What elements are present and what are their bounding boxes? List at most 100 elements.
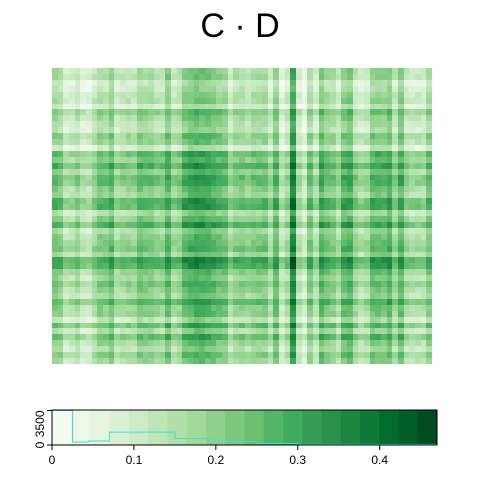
heatmap-cell — [211, 80, 216, 86]
heatmap-cell — [251, 328, 256, 334]
heatmap-cell — [324, 204, 330, 210]
heatmap-cell — [160, 92, 165, 98]
heatmap-cell — [296, 346, 302, 352]
heatmap-cell — [273, 80, 279, 86]
heatmap-cell — [80, 169, 86, 175]
heatmap-cell — [63, 145, 69, 151]
heatmap-cell — [222, 311, 228, 317]
heatmap-cell — [353, 287, 358, 293]
heatmap-cell — [97, 121, 103, 127]
heatmap-cell — [211, 92, 216, 98]
heatmap-cell — [171, 151, 177, 157]
heatmap-cell — [69, 323, 75, 328]
heatmap-cell — [222, 252, 228, 257]
heatmap-cell — [319, 281, 324, 287]
heatmap-cell — [336, 192, 341, 198]
heatmap-cell — [222, 328, 228, 334]
heatmap-cell — [245, 346, 251, 352]
heatmap-cell — [415, 328, 421, 334]
heatmap-cell — [341, 68, 347, 74]
heatmap-cell — [103, 328, 109, 334]
heatmap-cell — [222, 175, 228, 180]
heatmap-cell — [273, 234, 279, 240]
heatmap-cell — [245, 222, 251, 228]
heatmap-cell — [194, 204, 199, 210]
heatmap-cell — [228, 198, 233, 204]
heatmap-cell — [387, 133, 392, 139]
heatmap-cell — [114, 139, 120, 145]
heatmap-cell — [324, 240, 330, 246]
heatmap-cell — [97, 281, 103, 287]
heatmap-cell — [409, 216, 415, 222]
heatmap-cell — [398, 328, 404, 334]
heatmap-cell — [313, 109, 319, 115]
heatmap-cell — [364, 281, 370, 287]
heatmap-cell — [319, 68, 324, 74]
heatmap-cell — [137, 68, 143, 74]
heatmap-cell — [279, 180, 285, 186]
heatmap-cell — [409, 346, 415, 352]
heatmap-cell — [228, 127, 233, 133]
heatmap-cell — [75, 86, 80, 92]
heatmap-cell — [375, 299, 381, 305]
heatmap-cell — [182, 210, 188, 216]
heatmap-cell — [273, 163, 279, 169]
heatmap-cell — [426, 121, 432, 127]
heatmap-cell — [251, 281, 256, 287]
heatmap-cell — [103, 198, 109, 204]
heatmap-cell — [285, 115, 290, 121]
heatmap-cell — [58, 216, 63, 222]
heatmap-cell — [290, 299, 296, 305]
heatmap-cell — [324, 246, 330, 252]
heatmap-cell — [109, 210, 114, 216]
heatmap-cell — [97, 305, 103, 311]
heatmap-cell — [336, 293, 341, 299]
heatmap-cell — [381, 240, 387, 246]
heatmap-cell — [188, 163, 194, 169]
heatmap-cell — [75, 305, 80, 311]
heatmap-cell — [126, 86, 131, 92]
heatmap-cell — [404, 234, 409, 240]
heatmap-cell — [177, 68, 182, 74]
heatmap-cell — [182, 346, 188, 352]
heatmap-cell — [143, 104, 148, 109]
heatmap-cell — [143, 240, 148, 246]
heatmap-cell — [63, 216, 69, 222]
heatmap-cell — [97, 115, 103, 121]
heatmap-cell — [194, 275, 199, 281]
heatmap-cell — [358, 328, 364, 334]
heatmap-cell — [324, 317, 330, 323]
heatmap-cell — [63, 86, 69, 92]
heatmap-cell — [182, 80, 188, 86]
heatmap-cell — [69, 305, 75, 311]
heatmap-cell — [233, 210, 239, 216]
heatmap-cell — [143, 163, 148, 169]
heatmap-cell — [103, 109, 109, 115]
heatmap-cell — [285, 133, 290, 139]
heatmap-cell — [194, 346, 199, 352]
heatmap-cell — [69, 74, 75, 80]
heatmap-cell — [109, 68, 114, 74]
heatmap-cell — [177, 163, 182, 169]
heatmap-cell — [256, 328, 262, 334]
heatmap-cell — [120, 163, 126, 169]
heatmap-cell — [313, 169, 319, 175]
heatmap-cell — [109, 317, 114, 323]
heatmap-cell — [375, 115, 381, 121]
heatmap-cell — [273, 358, 279, 364]
heatmap-cell — [421, 305, 426, 311]
heatmap-cell — [256, 192, 262, 198]
heatmap-cell — [86, 305, 92, 311]
heatmap-cell — [228, 334, 233, 340]
heatmap-cell — [409, 228, 415, 234]
heatmap-cell — [126, 68, 131, 74]
heatmap-cell — [336, 252, 341, 257]
heatmap-cell — [86, 287, 92, 293]
heatmap-cell — [262, 275, 268, 281]
heatmap-cell — [313, 263, 319, 269]
heatmap-cell — [296, 198, 302, 204]
heatmap-cell — [336, 121, 341, 127]
heatmap-cell — [313, 287, 319, 293]
heatmap-cell — [251, 334, 256, 340]
heatmap-cell — [69, 257, 75, 263]
